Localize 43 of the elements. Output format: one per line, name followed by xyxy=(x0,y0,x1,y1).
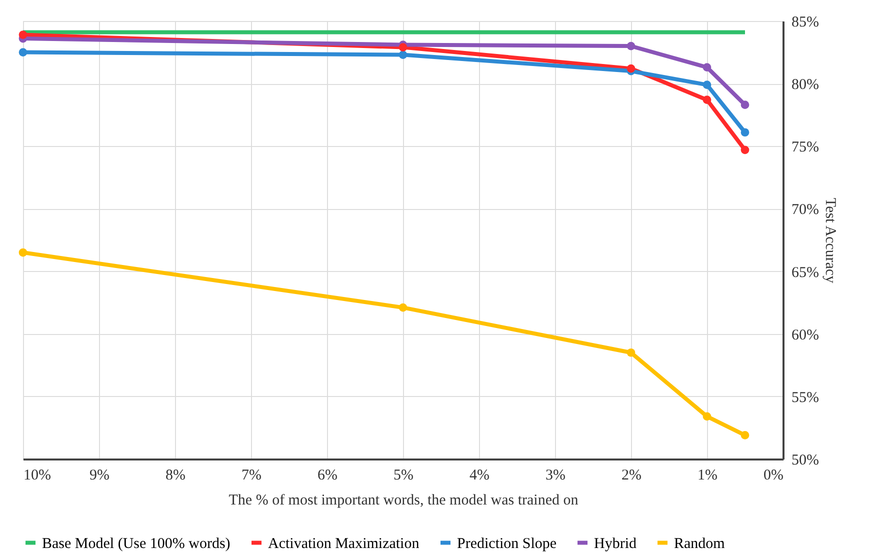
point xyxy=(740,100,750,110)
legend-label: Base Model (Use 100% words) xyxy=(42,536,230,552)
y-tick-label: 60% xyxy=(792,327,819,344)
point xyxy=(702,96,712,104)
point xyxy=(702,63,712,72)
x-tick-label: 6% xyxy=(318,468,338,484)
y-axis-title: Test Accuracy xyxy=(822,198,838,284)
point xyxy=(702,80,712,89)
point xyxy=(626,42,636,50)
y-tick-label: 75% xyxy=(792,140,819,156)
point xyxy=(398,50,408,59)
y-tick-label: 80% xyxy=(792,77,819,94)
point xyxy=(702,412,712,421)
x-tick-label: 7% xyxy=(242,468,262,484)
x-tick-label: 3% xyxy=(546,468,566,484)
legend-label: Activation Maximization xyxy=(268,536,420,552)
x-tick-label: 2% xyxy=(622,468,642,484)
y-tick-label: 50% xyxy=(792,452,819,468)
legend-label: Prediction Slope xyxy=(457,536,557,552)
x-tick-label: 1% xyxy=(698,468,718,484)
point xyxy=(398,303,408,312)
y-tick-label: 55% xyxy=(792,390,819,406)
point xyxy=(398,43,408,52)
point xyxy=(18,30,28,39)
x-tick-label: 0% xyxy=(764,468,784,484)
point xyxy=(18,48,28,56)
y-tick-label: 70% xyxy=(792,202,819,218)
point xyxy=(740,431,750,440)
point xyxy=(18,248,28,257)
x-tick-label: 8% xyxy=(166,468,186,484)
x-axis-title: The % of most important words, the model was trained on xyxy=(228,492,579,508)
point xyxy=(740,128,750,137)
x-tick-label: 10% xyxy=(24,468,51,484)
y-tick-label: 85% xyxy=(792,14,819,30)
y-tick-label: 65% xyxy=(792,264,819,281)
legend-label: Random xyxy=(674,536,726,552)
legend-label: Hybrid xyxy=(594,536,637,552)
x-tick-label: 4% xyxy=(470,468,490,484)
point xyxy=(740,146,750,154)
point xyxy=(626,348,636,357)
point xyxy=(626,64,636,73)
x-tick-label: 5% xyxy=(394,468,414,484)
x-tick-label: 9% xyxy=(90,468,110,484)
